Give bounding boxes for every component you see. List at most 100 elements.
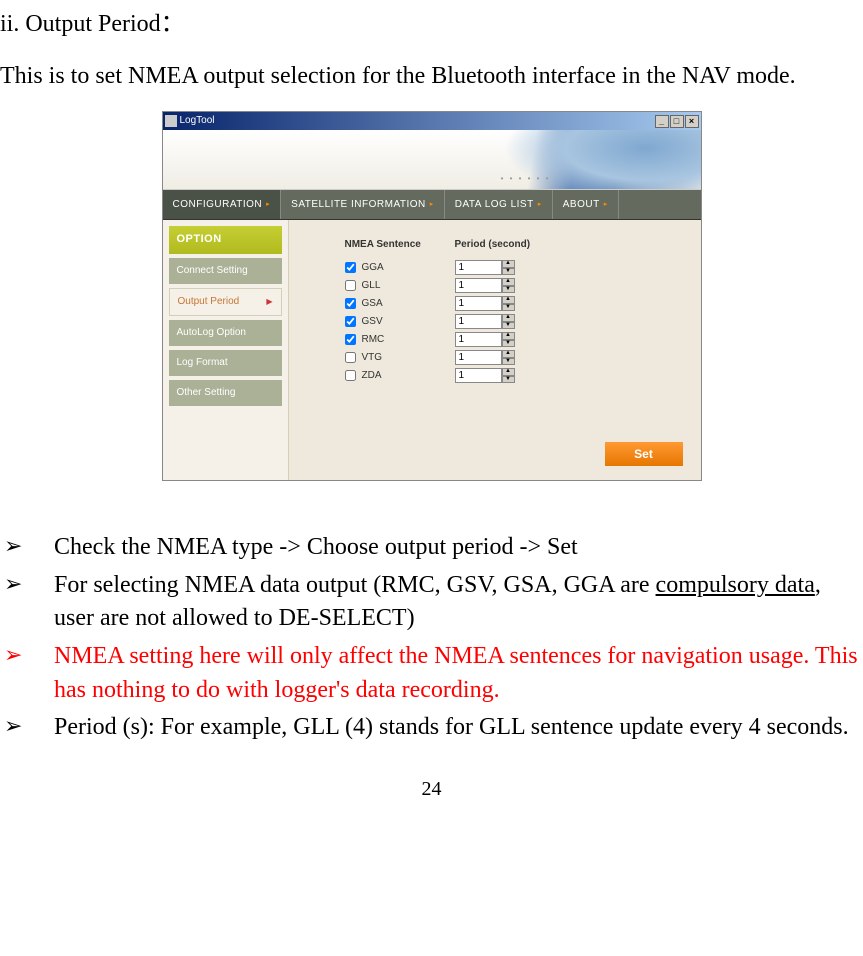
- nmea-name: RMC: [362, 333, 385, 347]
- nmea-checkbox-label[interactable]: GSV: [345, 315, 455, 329]
- banner: • • • • • •: [163, 130, 701, 190]
- bullet-text: Period (s): For example, GLL (4) stands …: [54, 711, 863, 745]
- nmea-row: GSV 1▲▼: [303, 314, 687, 329]
- bullet-list: ➢ Check the NMEA type -> Choose output p…: [0, 531, 863, 745]
- minimize-button[interactable]: _: [655, 115, 669, 128]
- spinner-buttons: ▲▼: [502, 350, 515, 365]
- nmea-checkbox[interactable]: [345, 370, 356, 381]
- nmea-row: ZDA 1▲▼: [303, 368, 687, 383]
- nmea-name: GGA: [362, 261, 384, 275]
- caret-icon: ▸: [430, 200, 434, 210]
- sidebar: OPTION Connect Setting Output Period ▶ A…: [163, 220, 288, 480]
- col-nmea-header: NMEA Sentence: [345, 238, 455, 252]
- nmea-checkbox-label[interactable]: GSA: [345, 297, 455, 311]
- nmea-checkbox[interactable]: [345, 298, 356, 309]
- period-value[interactable]: 1: [455, 368, 502, 383]
- spinner-up-button[interactable]: ▲: [502, 368, 515, 376]
- nmea-checkbox-label[interactable]: GLL: [345, 279, 455, 293]
- bullet-item: ➢ Check the NMEA type -> Choose output p…: [0, 531, 863, 565]
- period-spinner[interactable]: 1▲▼: [455, 314, 515, 329]
- period-spinner[interactable]: 1▲▼: [455, 350, 515, 365]
- spinner-buttons: ▲▼: [502, 278, 515, 293]
- sidebar-item-connect[interactable]: Connect Setting: [169, 258, 282, 284]
- spinner-up-button[interactable]: ▲: [502, 314, 515, 322]
- tab-datalog[interactable]: DATA LOG LIST▸: [445, 190, 553, 219]
- nmea-checkbox-label[interactable]: GGA: [345, 261, 455, 275]
- sidebar-item-autolog[interactable]: AutoLog Option: [169, 320, 282, 346]
- panel-headers: NMEA Sentence Period (second): [303, 238, 687, 252]
- nmea-checkbox-label[interactable]: RMC: [345, 333, 455, 347]
- bullet-text: For selecting NMEA data output (RMC, GSV…: [54, 569, 863, 636]
- period-value[interactable]: 1: [455, 332, 502, 347]
- sidebar-item-label: Output Period: [178, 295, 240, 309]
- bullet-icon: ➢: [0, 569, 54, 600]
- period-value[interactable]: 1: [455, 350, 502, 365]
- period-value[interactable]: 1: [455, 260, 502, 275]
- close-button[interactable]: ×: [685, 115, 699, 128]
- spinner-down-button[interactable]: ▼: [502, 376, 515, 384]
- period-value[interactable]: 1: [455, 296, 502, 311]
- page-number: 24: [0, 775, 863, 803]
- spinner-up-button[interactable]: ▲: [502, 260, 515, 268]
- nmea-checkbox-label[interactable]: VTG: [345, 351, 455, 365]
- nmea-checkbox[interactable]: [345, 316, 356, 327]
- col-period-header: Period (second): [455, 238, 531, 252]
- tab-about[interactable]: ABOUT▸: [553, 190, 619, 219]
- nmea-row: GLL1▲▼: [303, 278, 687, 293]
- nmea-checkbox[interactable]: [345, 334, 356, 345]
- underlined-text: compulsory data: [656, 572, 815, 598]
- nmea-row: VTG 1▲▼: [303, 350, 687, 365]
- nmea-checkbox-label[interactable]: ZDA: [345, 369, 455, 383]
- nmea-checkbox[interactable]: [345, 280, 356, 291]
- period-spinner[interactable]: 1▲▼: [455, 260, 515, 275]
- spinner-up-button[interactable]: ▲: [502, 332, 515, 340]
- app-screenshot: LogTool _ □ × • • • • • • CONFIGURATION▸…: [162, 111, 702, 481]
- spinner-down-button[interactable]: ▼: [502, 358, 515, 366]
- period-spinner[interactable]: 1▲▼: [455, 296, 515, 311]
- spinner-down-button[interactable]: ▼: [502, 268, 515, 276]
- spinner-up-button[interactable]: ▲: [502, 350, 515, 358]
- app-body: • • • • • • CONFIGURATION▸ SATELLITE INF…: [163, 130, 701, 480]
- nmea-name: GSV: [362, 315, 383, 329]
- bullet-text-warning: NMEA setting here will only affect the N…: [54, 640, 863, 707]
- sidebar-item-output-period[interactable]: Output Period ▶: [169, 288, 282, 316]
- bullet-icon: ➢: [0, 531, 54, 562]
- spinner-buttons: ▲▼: [502, 260, 515, 275]
- window-title: LogTool: [180, 114, 215, 128]
- nmea-name: VTG: [362, 351, 383, 365]
- bullet-item: ➢ NMEA setting here will only affect the…: [0, 640, 863, 707]
- set-button[interactable]: Set: [605, 442, 683, 466]
- caret-icon: ▸: [266, 200, 270, 210]
- caret-icon: ▸: [604, 200, 608, 210]
- tab-configuration[interactable]: CONFIGURATION▸: [163, 190, 282, 219]
- spinner-up-button[interactable]: ▲: [502, 278, 515, 286]
- period-value[interactable]: 1: [455, 314, 502, 329]
- spinner-down-button[interactable]: ▼: [502, 304, 515, 312]
- intro-paragraph: This is to set NMEA output selection for…: [0, 60, 863, 94]
- period-spinner[interactable]: 1▲▼: [455, 332, 515, 347]
- spinner-down-button[interactable]: ▼: [502, 322, 515, 330]
- nmea-checkbox[interactable]: [345, 262, 356, 273]
- main-panel: NMEA Sentence Period (second) GGA1▲▼GLL1…: [288, 220, 701, 480]
- period-spinner[interactable]: 1▲▼: [455, 278, 515, 293]
- spinner-buttons: ▲▼: [502, 296, 515, 311]
- spinner-up-button[interactable]: ▲: [502, 296, 515, 304]
- spinner-buttons: ▲▼: [502, 332, 515, 347]
- spinner-down-button[interactable]: ▼: [502, 340, 515, 348]
- titlebar-left: LogTool: [165, 114, 215, 128]
- maximize-button[interactable]: □: [670, 115, 684, 128]
- period-spinner[interactable]: 1▲▼: [455, 368, 515, 383]
- tab-satellite[interactable]: SATELLITE INFORMATION▸: [281, 190, 445, 219]
- nmea-name: GSA: [362, 297, 383, 311]
- nmea-row: RMC 1▲▼: [303, 332, 687, 347]
- sidebar-item-logformat[interactable]: Log Format: [169, 350, 282, 376]
- window-controls: _ □ ×: [655, 115, 699, 128]
- period-value[interactable]: 1: [455, 278, 502, 293]
- spinner-buttons: ▲▼: [502, 314, 515, 329]
- nmea-checkbox[interactable]: [345, 352, 356, 363]
- sidebar-item-other[interactable]: Other Setting: [169, 380, 282, 406]
- bullet-icon: ➢: [0, 640, 54, 671]
- section-heading: ii. Output Period：: [0, 8, 863, 42]
- spinner-down-button[interactable]: ▼: [502, 286, 515, 294]
- nmea-name: ZDA: [362, 369, 382, 383]
